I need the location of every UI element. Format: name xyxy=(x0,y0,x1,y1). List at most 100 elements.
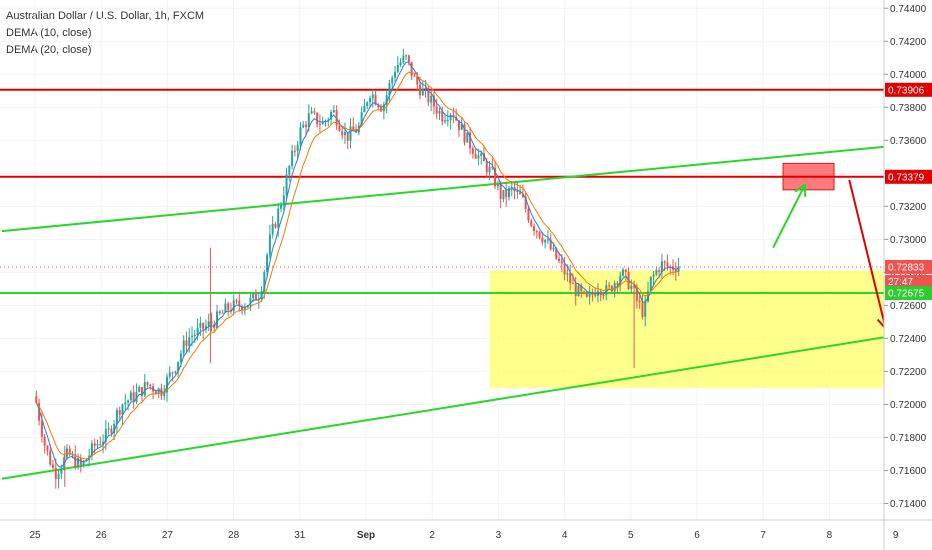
candle-body xyxy=(674,269,677,272)
candle-body xyxy=(82,461,85,466)
candle-body xyxy=(641,302,644,317)
candle-body xyxy=(382,104,385,112)
candle-body xyxy=(204,325,207,330)
price-badge-0-73379-label: 0.73379 xyxy=(888,172,925,183)
candle-body xyxy=(499,184,502,200)
candle-body xyxy=(535,230,538,232)
candle-body xyxy=(232,300,235,312)
candle-body xyxy=(402,55,405,63)
candle-body xyxy=(216,311,219,329)
candle-body xyxy=(132,392,135,402)
x-tick-label: 2 xyxy=(429,530,435,541)
down-arrow xyxy=(848,179,887,329)
candle-body xyxy=(293,150,296,152)
x-tick-label: 27 xyxy=(162,530,174,541)
candle-body xyxy=(649,276,652,292)
y-tick-label: 0.74400 xyxy=(890,4,927,15)
candle-body xyxy=(77,458,80,468)
candle-body xyxy=(279,205,282,209)
candle-body xyxy=(307,113,310,128)
candle-body xyxy=(90,443,93,456)
candle-body xyxy=(218,311,221,314)
dema-10-line xyxy=(35,61,679,468)
candle-body xyxy=(118,410,121,415)
symbol-title: Australian Dollar / U.S. Dollar, 1h, FXC… xyxy=(6,10,205,22)
candle-body xyxy=(143,382,146,396)
up-arrow xyxy=(772,184,806,249)
candle-body xyxy=(471,148,474,154)
candle-body xyxy=(188,337,191,346)
x-tick-label: 5 xyxy=(628,530,634,541)
candle-body xyxy=(166,376,169,393)
candle-body xyxy=(346,132,349,141)
candle-body xyxy=(638,300,641,303)
candle-body xyxy=(107,428,110,430)
candle-body xyxy=(171,372,174,374)
candle-body xyxy=(266,254,269,272)
candle-body xyxy=(202,322,205,330)
candle-body xyxy=(332,110,335,113)
dema-20-line xyxy=(35,71,679,460)
y-tick-label: 0.73000 xyxy=(890,235,927,246)
candle-body xyxy=(268,234,271,255)
candle-body xyxy=(282,195,285,206)
y-tick-label: 0.74200 xyxy=(890,37,927,48)
candle-body xyxy=(583,291,586,293)
candle-body xyxy=(469,132,472,149)
candle-body xyxy=(530,220,533,227)
candle-body xyxy=(310,111,313,114)
candle-body xyxy=(438,110,441,114)
candle-body xyxy=(510,186,513,189)
candle-body xyxy=(663,261,666,263)
countdown-label: 27:47 xyxy=(888,277,913,288)
candle-body xyxy=(491,166,494,168)
candle-body xyxy=(288,166,291,175)
candle-body xyxy=(263,271,266,292)
candle-body xyxy=(430,95,433,103)
current-price-badge xyxy=(885,259,932,274)
candle-body xyxy=(505,189,508,198)
chart-legend: Australian Dollar / U.S. Dollar, 1h, FXC… xyxy=(6,8,204,59)
candle-body xyxy=(363,106,366,113)
arrow-head xyxy=(794,183,807,197)
candle-body xyxy=(366,102,369,107)
candle-body xyxy=(455,117,458,121)
candle-body xyxy=(391,77,394,84)
candle-body xyxy=(463,124,466,143)
y-tick-label: 0.71600 xyxy=(890,466,927,477)
candle-body xyxy=(74,454,77,468)
candle-body xyxy=(252,293,255,299)
candle-body xyxy=(385,95,388,105)
y-tick-label: 0.73800 xyxy=(890,103,927,114)
candle-body xyxy=(99,443,102,445)
candle-body xyxy=(541,237,544,243)
current-price-badge-label: 0.72833 xyxy=(888,262,925,273)
price-lines xyxy=(0,88,884,295)
candle-body xyxy=(368,98,371,103)
candle-body xyxy=(652,274,655,277)
candle-body xyxy=(577,285,580,297)
candle-body xyxy=(521,194,524,198)
candle-body xyxy=(527,208,530,221)
candle-body xyxy=(482,153,485,162)
candle-body xyxy=(519,190,522,195)
candle-body xyxy=(54,467,57,480)
candle-body xyxy=(149,384,152,387)
candle-body xyxy=(424,87,427,89)
support-zone xyxy=(489,270,932,388)
candle-body xyxy=(96,443,99,446)
candle-body xyxy=(494,167,497,187)
candle-body xyxy=(624,269,627,272)
price-badges: 0.73906 0.73379 0.72833 27:470.72675 xyxy=(885,82,932,301)
x-tick-label: 28 xyxy=(228,530,240,541)
candle-body xyxy=(343,132,346,136)
candle-body xyxy=(127,400,130,403)
candle-body xyxy=(321,121,324,125)
candle-body xyxy=(410,61,413,76)
candle-body xyxy=(302,124,305,128)
candle-body xyxy=(46,445,49,451)
candle-body xyxy=(602,294,605,296)
candle-body xyxy=(285,174,288,196)
candle-body xyxy=(179,353,182,362)
